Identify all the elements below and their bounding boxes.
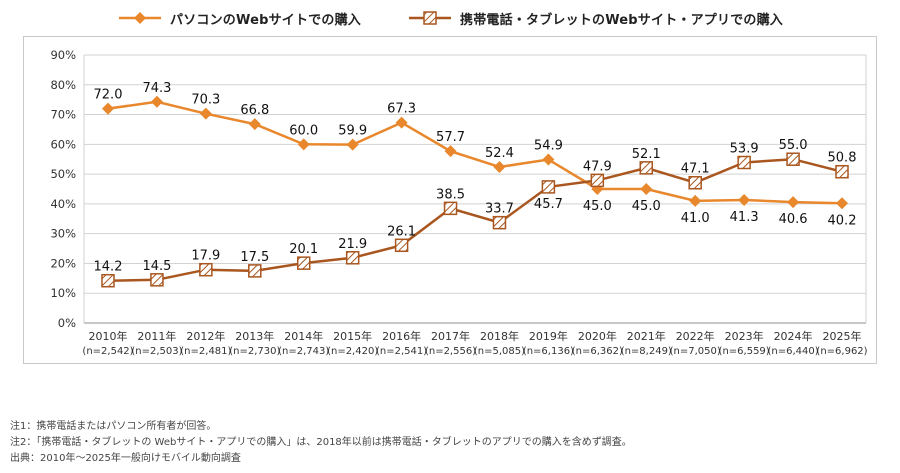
legend-marker-hatched-square-icon [409,11,451,25]
svg-text:41.0: 41.0 [681,211,710,226]
svg-text:(n=5,085): (n=5,085) [474,346,525,357]
svg-text:21.9: 21.9 [338,237,367,252]
svg-text:(n=7,050): (n=7,050) [670,346,721,357]
svg-text:45.0: 45.0 [583,199,612,214]
svg-text:17.9: 17.9 [191,249,220,264]
note-1: 注1：携帯電話またはパソコン所有者が回答。 [10,421,217,432]
svg-text:26.1: 26.1 [387,224,416,239]
svg-text:(n=8,249): (n=8,249) [621,346,672,357]
svg-text:2016年: 2016年 [382,329,421,343]
svg-text:14.5: 14.5 [142,259,171,274]
svg-text:80%: 80% [50,78,76,92]
svg-text:60%: 60% [50,137,76,151]
legend-marker-diamond-icon [119,12,161,24]
svg-text:(n=6,136): (n=6,136) [523,346,574,357]
svg-text:2012年: 2012年 [186,329,225,343]
svg-text:40.2: 40.2 [828,213,857,228]
svg-text:60.0: 60.0 [289,123,318,138]
svg-text:(n=6,362): (n=6,362) [572,346,623,357]
svg-text:(n=6,962): (n=6,962) [816,346,867,357]
svg-text:0%: 0% [58,316,76,330]
svg-text:2017年: 2017年 [431,329,470,343]
svg-text:20%: 20% [50,256,76,270]
svg-text:70.3: 70.3 [191,93,220,108]
chart-notes: 注1：携帯電話またはパソコン所有者が回答。 注2：「携帯電話・タブレットの We… [10,419,632,467]
svg-text:52.4: 52.4 [485,146,514,161]
svg-text:2011年: 2011年 [137,329,176,343]
svg-text:(n=2,556): (n=2,556) [425,346,476,357]
svg-text:(n=2,743): (n=2,743) [278,346,329,357]
note-2: 注2：「携帯電話・タブレットの Webサイト・アプリでの購入」は、2018年以前… [10,437,632,448]
svg-text:66.8: 66.8 [240,103,269,118]
chart-legend: パソコンのWebサイトでの購入 携帯電話・タブレットのWebサイト・アプリでの購… [0,0,900,29]
svg-text:45.7: 45.7 [534,197,563,212]
line-chart: 0%10%20%30%40%50%60%70%80%90%2010年(n=2,5… [50,48,867,357]
svg-text:14.2: 14.2 [94,260,123,275]
svg-text:(n=2,541): (n=2,541) [376,346,427,357]
legend-label-mobile: 携帯電話・タブレットのWebサイト・アプリでの購入 [460,12,783,28]
svg-text:(n=6,440): (n=6,440) [767,346,818,357]
svg-text:38.5: 38.5 [436,187,465,202]
svg-text:30%: 30% [50,227,76,241]
svg-text:2019年: 2019年 [529,329,568,343]
svg-text:2024年: 2024年 [774,329,813,343]
svg-text:(n=2,481): (n=2,481) [180,346,231,357]
svg-text:40%: 40% [50,197,76,211]
svg-text:2022年: 2022年 [676,329,715,343]
svg-text:(n=2,730): (n=2,730) [229,346,280,357]
note-source: 出典：2010年～2025年一般向けモバイル動向調査 [10,453,241,464]
legend-item-mobile: 携帯電話・タブレットのWebサイト・アプリでの購入 [407,9,783,28]
svg-text:90%: 90% [50,48,76,62]
svg-text:(n=2,503): (n=2,503) [131,346,182,357]
chart-container: 0% 10% 20% 30% 40% 50% 60% 70% 80% 90% 2010年 (n=2,5… [23,36,877,364]
svg-text:50.8: 50.8 [828,151,857,166]
svg-text:57.7: 57.7 [436,130,465,145]
svg-text:10%: 10% [50,286,76,300]
svg-text:2010年: 2010年 [89,329,128,343]
svg-text:2018年: 2018年 [480,329,519,343]
svg-text:67.3: 67.3 [387,102,416,117]
svg-text:2015年: 2015年 [333,329,372,343]
svg-text:47.1: 47.1 [681,162,710,177]
svg-text:53.9: 53.9 [730,141,759,156]
svg-text:41.3: 41.3 [730,210,759,225]
svg-text:(n=2,420): (n=2,420) [327,346,378,357]
svg-text:55.0: 55.0 [779,138,808,153]
svg-text:52.1: 52.1 [632,147,661,162]
svg-text:2013年: 2013年 [235,329,274,343]
svg-text:54.9: 54.9 [534,139,563,154]
svg-text:17.5: 17.5 [240,250,269,265]
svg-text:2020年: 2020年 [578,329,617,343]
legend-label-pc: パソコンのWebサイトでの購入 [170,12,361,28]
svg-text:45.0: 45.0 [632,199,661,214]
svg-text:33.7: 33.7 [485,202,514,217]
svg-text:40.6: 40.6 [779,212,808,227]
svg-text:72.0: 72.0 [94,88,123,103]
svg-text:20.1: 20.1 [289,242,318,257]
svg-text:2014年: 2014年 [284,329,323,343]
svg-text:2021年: 2021年 [627,329,666,343]
svg-text:(n=2,542): (n=2,542) [82,346,133,357]
svg-text:74.3: 74.3 [142,81,171,96]
svg-text:59.9: 59.9 [338,124,367,139]
svg-text:47.9: 47.9 [583,159,612,174]
svg-text:2025年: 2025年 [823,329,862,343]
svg-text:50%: 50% [50,167,76,181]
svg-text:70%: 70% [50,108,76,122]
svg-text:2023年: 2023年 [725,329,764,343]
svg-text:(n=6,559): (n=6,559) [719,346,770,357]
legend-item-pc: パソコンのWebサイトでの購入 [117,9,361,28]
